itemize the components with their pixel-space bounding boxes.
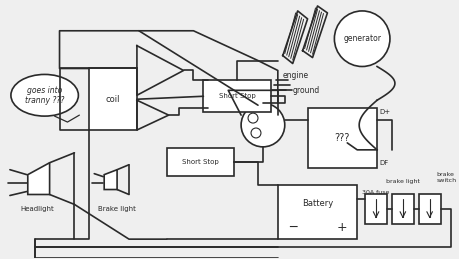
Circle shape <box>241 103 284 147</box>
Text: coil: coil <box>106 95 120 104</box>
Text: tranny ???: tranny ??? <box>25 96 64 105</box>
Ellipse shape <box>11 74 78 116</box>
Text: Battery: Battery <box>301 199 332 208</box>
Text: goes into: goes into <box>27 86 62 95</box>
Bar <box>203 80 270 112</box>
Text: generator: generator <box>342 34 381 43</box>
Text: 30A fuse: 30A fuse <box>362 190 389 195</box>
Text: +: + <box>336 221 347 234</box>
Circle shape <box>334 11 389 67</box>
Bar <box>307 108 376 168</box>
Bar <box>277 185 357 239</box>
Polygon shape <box>104 170 117 190</box>
Bar <box>89 68 137 130</box>
Circle shape <box>251 128 260 138</box>
Text: brake light: brake light <box>385 179 419 184</box>
Circle shape <box>247 113 257 123</box>
Text: Short Stop: Short Stop <box>182 159 218 165</box>
Text: ground: ground <box>292 86 319 95</box>
Bar <box>391 195 413 224</box>
Text: Brake light: Brake light <box>98 206 136 212</box>
Text: Headlight: Headlight <box>21 206 55 212</box>
Text: Short Stop: Short Stop <box>218 93 255 99</box>
Text: ─: ─ <box>288 221 296 234</box>
Text: D+: D+ <box>378 109 389 115</box>
Text: brake
switch: brake switch <box>436 172 456 183</box>
Bar <box>364 195 386 224</box>
Text: engine: engine <box>282 71 308 80</box>
Text: DF: DF <box>378 160 387 166</box>
Text: ???: ??? <box>334 133 349 143</box>
Polygon shape <box>28 163 50 195</box>
Bar <box>418 195 440 224</box>
Bar <box>166 148 234 176</box>
